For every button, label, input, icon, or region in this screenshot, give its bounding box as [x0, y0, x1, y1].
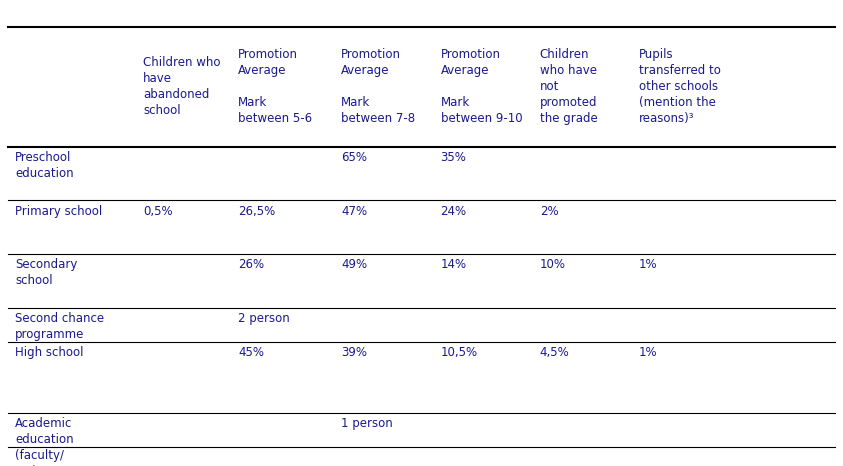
Text: 26,5%: 26,5% [238, 205, 276, 218]
Text: Children who
have
abandoned
school: Children who have abandoned school [143, 56, 221, 117]
Text: 65%: 65% [341, 151, 368, 164]
Text: 14%: 14% [441, 258, 467, 271]
Text: 24%: 24% [441, 205, 467, 218]
Text: Primary school: Primary school [15, 205, 102, 218]
Text: 0,5%: 0,5% [143, 205, 173, 218]
Text: 1%: 1% [639, 346, 658, 359]
Text: 49%: 49% [341, 258, 368, 271]
Text: Pupils
transferred to
other schools
(mention the
reasons)³: Pupils transferred to other schools (men… [639, 48, 721, 125]
Text: 4,5%: 4,5% [540, 346, 569, 359]
Text: 2 person: 2 person [238, 312, 290, 325]
Text: High school: High school [15, 346, 83, 359]
Text: Second chance
programme: Second chance programme [15, 312, 105, 341]
Text: Academic
education
(faculty/
MA): Academic education (faculty/ MA) [15, 417, 73, 466]
Text: 2%: 2% [540, 205, 558, 218]
Text: 10%: 10% [540, 258, 566, 271]
Text: 10,5%: 10,5% [441, 346, 478, 359]
Text: 1%: 1% [639, 258, 658, 271]
Text: 26%: 26% [238, 258, 264, 271]
Text: 1 person: 1 person [341, 417, 393, 430]
Text: Secondary
school: Secondary school [15, 258, 78, 288]
Text: Promotion
Average

Mark
between 9-10: Promotion Average Mark between 9-10 [441, 48, 522, 125]
Text: 47%: 47% [341, 205, 368, 218]
Text: Promotion
Average

Mark
between 7-8: Promotion Average Mark between 7-8 [341, 48, 416, 125]
Text: Promotion
Average

Mark
between 5-6: Promotion Average Mark between 5-6 [238, 48, 312, 125]
Text: Children
who have
not
promoted
the grade: Children who have not promoted the grade [540, 48, 598, 125]
Text: 35%: 35% [441, 151, 466, 164]
Text: Preschool
education: Preschool education [15, 151, 73, 180]
Text: 45%: 45% [238, 346, 264, 359]
Text: 39%: 39% [341, 346, 368, 359]
